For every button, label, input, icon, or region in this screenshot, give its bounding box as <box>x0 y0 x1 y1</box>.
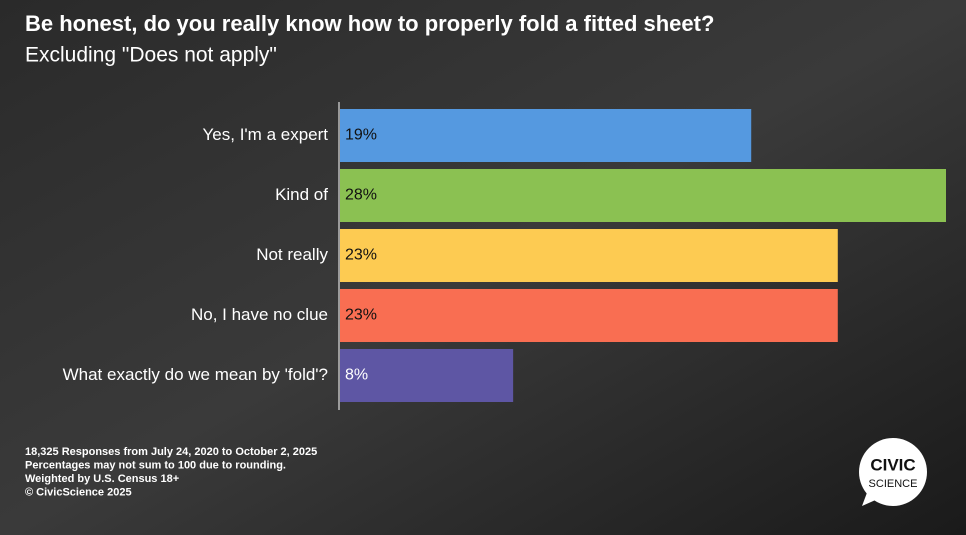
chart-subtitle: Excluding "Does not apply" <box>25 44 277 67</box>
logo-tail <box>862 490 880 506</box>
bar <box>340 109 752 162</box>
logo-text: CIVIC <box>870 455 915 474</box>
footnote: Percentages may not sum to 100 due to ro… <box>25 459 286 471</box>
value-label: 23% <box>345 307 377 324</box>
category-label: Not really <box>256 245 328 264</box>
category-label: Yes, I'm a expert <box>203 125 329 144</box>
value-label: 19% <box>345 127 377 144</box>
chart-title: Be honest, do you really know how to pro… <box>25 11 714 36</box>
bar <box>340 289 838 342</box>
footnote: © CivicScience 2025 <box>25 486 132 498</box>
footnote: 18,325 Responses from July 24, 2020 to O… <box>25 446 317 458</box>
bar <box>340 169 946 222</box>
footnote: Weighted by U.S. Census 18+ <box>25 473 179 485</box>
logo-badge <box>859 438 927 506</box>
bar <box>340 229 838 282</box>
logo-text: SCIENCE <box>869 478 918 490</box>
value-label: 28% <box>345 187 377 204</box>
category-label: Kind of <box>275 185 328 204</box>
category-label: No, I have no clue <box>191 305 328 324</box>
value-label: 8% <box>345 367 368 384</box>
bar <box>340 349 514 402</box>
value-label: 23% <box>345 247 377 264</box>
category-label: What exactly do we mean by 'fold'? <box>63 365 328 384</box>
